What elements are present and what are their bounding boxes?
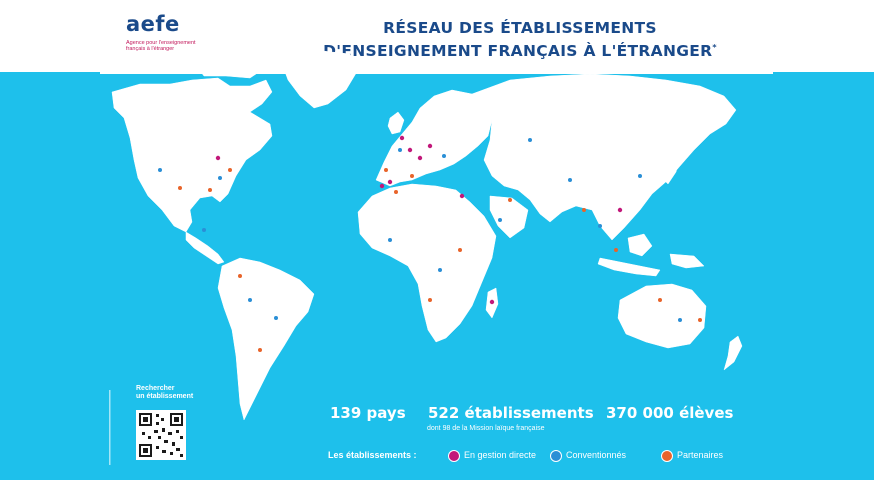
legend-label-conventionnes: Conventionnés: [566, 450, 627, 460]
marker-partenaire: [238, 274, 242, 278]
aefe-logo-tagline: Agence pour l'enseignement français à l'…: [126, 40, 196, 52]
marker-partenaire: [508, 198, 512, 202]
map-legend: Les établissements : En gestion directe …: [328, 448, 768, 464]
qr-caption-line2: un établissement: [136, 393, 194, 400]
arctic-islands-land: [195, 57, 263, 79]
marker-partenaire: [428, 298, 432, 302]
map-title: RÉSEAU DES ÉTABLISSEMENTS D'ENSEIGNEMENT…: [310, 18, 730, 61]
legend-label-direct: En gestion directe: [464, 450, 537, 460]
aefe-logo: aefe: [126, 12, 180, 36]
british-isles-land: [387, 111, 405, 135]
side-footnote: [109, 390, 111, 465]
marker-partenaire: [258, 348, 262, 352]
marker-direct: [459, 193, 465, 199]
japan-land: [661, 149, 681, 185]
north-america-land: [111, 77, 273, 233]
arabian-peninsula-land: [489, 195, 529, 239]
legend-swatch-direct: [448, 450, 460, 462]
map-title-line1: RÉSEAU DES ÉTABLISSEMENTS: [383, 19, 657, 37]
establishment-markers: [158, 135, 702, 352]
qr-caption: Rechercher un établissement: [136, 385, 196, 401]
south-america-land: [217, 257, 315, 421]
marker-conventionne: [638, 174, 642, 178]
indonesia-land: [597, 257, 661, 277]
marker-conventionne: [498, 218, 502, 222]
map-title-line2: D'ENSEIGNEMENT FRANÇAIS À L'ÉTRANGER: [323, 42, 713, 61]
asia-land: [471, 73, 737, 241]
marker-partenaire: [658, 298, 662, 302]
marker-partenaire: [614, 248, 618, 252]
continents: [111, 49, 743, 421]
marker-direct: [489, 299, 495, 305]
marker-partenaire: [458, 248, 462, 252]
marker-partenaire: [410, 174, 414, 178]
marker-partenaire: [208, 188, 212, 192]
qr-caption-line1: Rechercher: [136, 385, 175, 392]
markers-direct: [215, 135, 623, 305]
marker-conventionne: [218, 176, 222, 180]
marker-partenaire: [384, 168, 388, 172]
marker-conventionne: [388, 238, 392, 242]
marker-direct: [387, 179, 393, 185]
marker-conventionne: [398, 148, 402, 152]
australia-land: [617, 283, 707, 349]
marker-partenaire: [178, 186, 182, 190]
marker-partenaire: [394, 190, 398, 194]
legend-label-partenaires: Partenaires: [677, 450, 724, 460]
marker-conventionne: [528, 138, 532, 142]
new-guinea-land: [669, 253, 705, 269]
marker-direct: [427, 143, 433, 149]
marker-direct: [407, 147, 413, 153]
marker-direct: [379, 183, 385, 189]
stat-countries: 139 pays: [330, 404, 406, 422]
europe-land: [375, 89, 493, 187]
marker-conventionne: [598, 224, 602, 228]
marker-conventionne: [158, 168, 162, 172]
marker-conventionne: [202, 228, 206, 232]
legend-title: Les établissements :: [328, 450, 417, 460]
marker-partenaire: [582, 208, 586, 212]
qr-code[interactable]: [136, 410, 186, 460]
network-map-poster: aefe Agence pour l'enseignement français…: [100, 0, 773, 480]
marker-conventionne: [442, 154, 446, 158]
legend-swatch-conventionnes: [550, 450, 562, 462]
marker-conventionne: [438, 268, 442, 272]
map-title-footnote-mark: *: [712, 43, 717, 52]
marker-direct: [215, 155, 221, 161]
marker-conventionne: [274, 316, 278, 320]
marker-conventionne: [568, 178, 572, 182]
markers-partenaires: [178, 168, 702, 352]
marker-conventionne: [248, 298, 252, 302]
marker-direct: [417, 155, 423, 161]
marker-direct: [617, 207, 623, 213]
marker-partenaire: [228, 168, 232, 172]
greenland-land: [279, 49, 359, 109]
borneo-land: [627, 233, 653, 257]
marker-partenaire: [698, 318, 702, 322]
central-america-land: [185, 231, 225, 265]
stat-schools: 522 établissements: [428, 404, 594, 422]
stat-schools-note: dont 98 de la Mission laïque française: [427, 425, 545, 432]
africa-land: [357, 183, 497, 343]
legend-swatch-partenaires: [661, 450, 673, 462]
world-map: [111, 49, 743, 421]
markers-conventionnes: [158, 138, 682, 322]
marker-direct: [399, 135, 405, 141]
stat-students: 370 000 élèves: [606, 404, 734, 422]
map-title-line2-wrap: D'ENSEIGNEMENT FRANÇAIS À L'ÉTRANGER*: [310, 38, 730, 61]
marker-conventionne: [678, 318, 682, 322]
new-zealand-land: [723, 335, 743, 371]
